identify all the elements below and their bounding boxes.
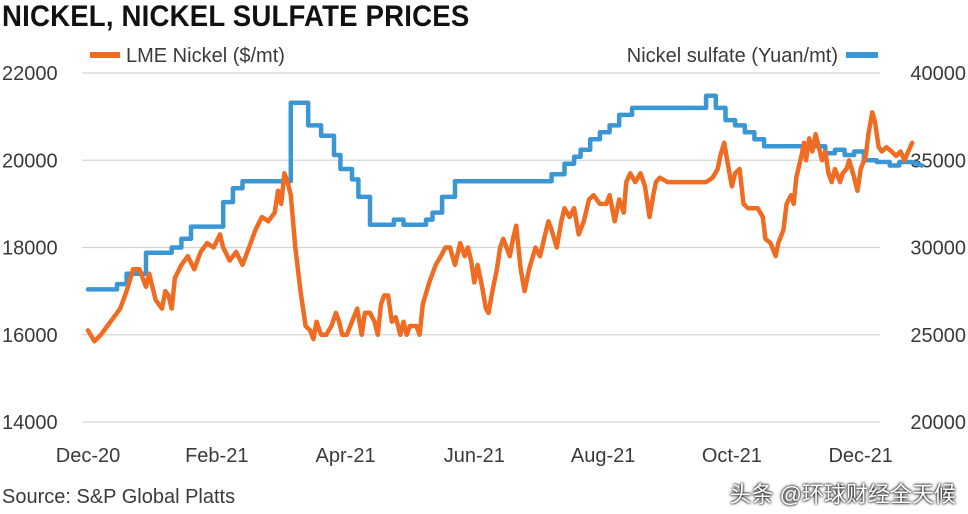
chart-title: NICKEL, NICKEL SULFATE PRICES [2,0,470,33]
right-axis-ticks: 40000 35000 30000 25000 20000 [910,63,966,434]
left-tick-label: 16000 [2,325,58,347]
x-tick-label: Dec-21 [828,445,892,467]
left-axis-ticks: 22000 20000 18000 16000 14000 [2,63,58,434]
x-tick-label: Dec-20 [56,445,120,467]
x-tick-label: Aug-21 [571,445,636,467]
x-tick-label: Jun-21 [444,445,505,467]
series-layer [85,93,925,344]
left-tick-label: 20000 [2,150,58,172]
right-tick-label: 30000 [910,238,966,260]
right-tick-label: 40000 [910,63,966,85]
right-tick-label: 25000 [910,325,966,347]
left-tick-label: 14000 [2,412,58,434]
legend: LME Nickel ($/mt) Nickel sulfate (Yuan/m… [90,45,878,67]
x-axis-ticks: Dec-20 Feb-21 Apr-21 Jun-21 Aug-21 Oct-21 Dec-… [56,445,893,467]
legend-label-nickel-sulfate: Nickel sulfate (Yuan/mt) [627,45,838,67]
x-tick-label: Oct-21 [702,445,762,467]
x-tick-label: Apr-21 [316,445,376,467]
source-note: Source: S&P Global Platts [2,486,236,508]
x-tick-label: Feb-21 [185,445,248,467]
watermark: 头条 @环球财经全天候 [729,482,956,507]
left-tick-label: 18000 [2,238,58,260]
series-line-lme-nickel [85,110,915,344]
legend-label-lme-nickel: LME Nickel ($/mt) [126,45,285,67]
right-tick-label: 20000 [910,412,966,434]
right-tick-label: 35000 [910,150,966,172]
left-tick-label: 22000 [2,63,58,85]
